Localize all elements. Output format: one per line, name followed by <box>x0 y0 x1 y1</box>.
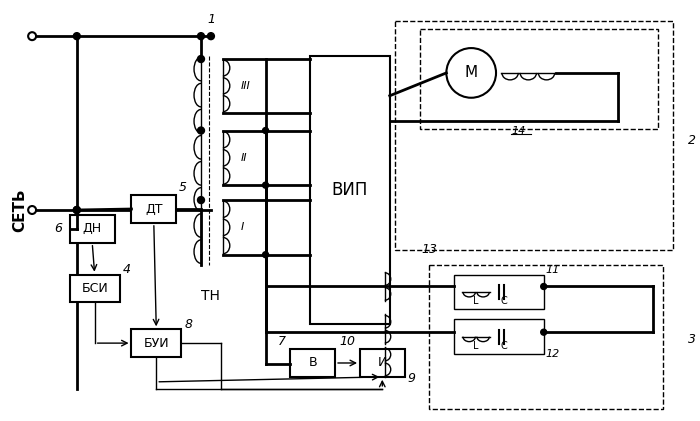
Text: 5: 5 <box>179 181 187 194</box>
Bar <box>360 349 405 377</box>
Circle shape <box>447 48 496 98</box>
Text: 3: 3 <box>688 333 696 346</box>
Text: L: L <box>473 341 479 351</box>
Bar <box>290 349 335 377</box>
Text: ДТ: ДТ <box>145 203 162 216</box>
Bar <box>310 56 390 324</box>
Bar <box>454 319 544 354</box>
Bar <box>70 215 115 243</box>
Circle shape <box>540 283 547 290</box>
Text: 8: 8 <box>184 318 192 331</box>
Text: 1: 1 <box>207 13 215 26</box>
Text: ВИП: ВИП <box>332 181 368 199</box>
Bar <box>132 329 181 357</box>
Circle shape <box>540 329 547 335</box>
Circle shape <box>28 206 36 214</box>
Bar <box>454 274 544 309</box>
Bar <box>419 29 658 128</box>
Text: 7: 7 <box>277 335 286 348</box>
Text: И: И <box>377 357 387 370</box>
Circle shape <box>262 182 269 188</box>
Bar <box>132 195 176 223</box>
Text: 4: 4 <box>122 263 130 276</box>
Circle shape <box>197 56 204 62</box>
Bar <box>70 274 120 302</box>
Text: 6: 6 <box>54 222 62 235</box>
Text: ДН: ДН <box>83 222 102 235</box>
Bar <box>395 21 673 250</box>
Text: СЕТЬ: СЕТЬ <box>13 188 28 232</box>
Circle shape <box>262 128 269 133</box>
Text: 10: 10 <box>339 335 355 348</box>
Text: В: В <box>309 357 317 370</box>
Circle shape <box>197 33 204 40</box>
Text: III: III <box>241 81 251 91</box>
Text: C: C <box>500 341 508 351</box>
Text: ТН: ТН <box>202 290 220 304</box>
Text: II: II <box>241 153 247 163</box>
Circle shape <box>262 252 269 258</box>
Circle shape <box>197 197 204 203</box>
Text: 13: 13 <box>421 243 438 256</box>
Text: 2: 2 <box>688 134 696 147</box>
Circle shape <box>197 127 204 134</box>
Circle shape <box>74 207 80 213</box>
Circle shape <box>74 33 80 40</box>
Text: 11: 11 <box>546 265 560 274</box>
Text: БСИ: БСИ <box>81 282 108 295</box>
Text: 12: 12 <box>546 349 560 359</box>
Text: 14: 14 <box>512 125 526 136</box>
Text: БУИ: БУИ <box>144 337 169 349</box>
Text: М: М <box>465 65 478 80</box>
Text: L: L <box>473 296 479 306</box>
Text: I: I <box>241 222 244 232</box>
Bar <box>430 265 663 409</box>
Circle shape <box>207 33 214 40</box>
Circle shape <box>28 32 36 40</box>
Text: 9: 9 <box>407 373 416 385</box>
Text: C: C <box>500 296 508 306</box>
Circle shape <box>74 207 80 213</box>
